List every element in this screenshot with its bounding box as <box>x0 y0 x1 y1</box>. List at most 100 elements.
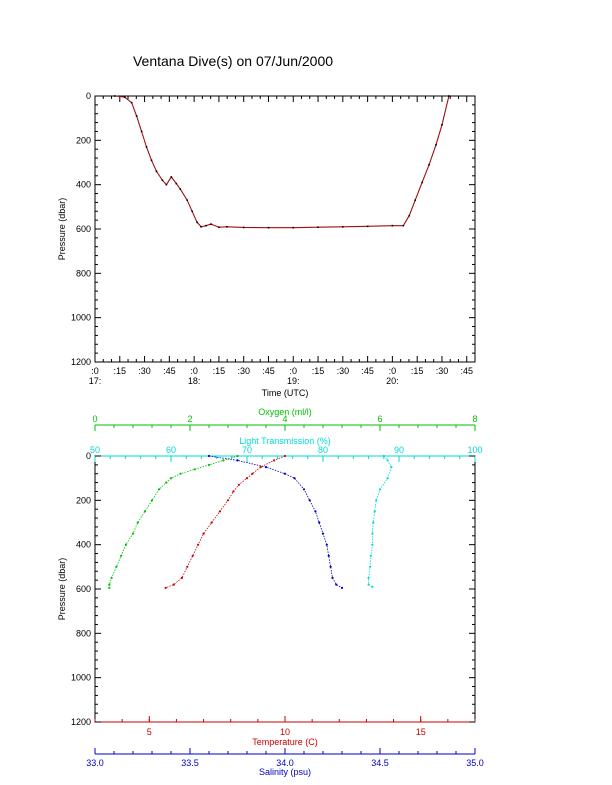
dive-profile-chart: Ventana Dive(s) on 07/Jun/2000 0 200 400 60… <box>57 53 476 398</box>
dive-profile-point <box>135 115 138 117</box>
oxygen-profile-point <box>169 477 173 480</box>
light-profile-point <box>386 477 389 480</box>
oxygen-tick-label: 8 <box>472 414 477 424</box>
salinity-profile-point <box>207 454 211 458</box>
salinity-profile-point <box>314 510 317 513</box>
x-tick-label: :30 <box>237 366 250 376</box>
temperature-tick-label: 15 <box>416 727 426 737</box>
light-tick-label: 80 <box>318 445 328 455</box>
x-tick-label: :45 <box>163 366 176 376</box>
y-tick-label: 1000 <box>71 673 91 683</box>
x-tick-label: :0 <box>290 366 298 376</box>
salinity-profile-line <box>208 455 343 589</box>
dive-profile-point <box>242 226 245 229</box>
light-profile-point <box>373 510 376 513</box>
oxygen-profile-point <box>207 463 211 466</box>
chart-title: Ventana Dive(s) on 07/Jun/2000 <box>133 53 333 69</box>
y-tick-label: 600 <box>76 224 91 234</box>
dive-profile-point <box>428 163 430 166</box>
oxygen-profile-point <box>150 499 154 502</box>
light-tick-label: 50 <box>90 445 100 455</box>
x-tick-label: :45 <box>262 366 275 376</box>
dive-profile-series <box>114 95 450 229</box>
x-tick-label: :15 <box>114 366 127 376</box>
y-tick-label: 0 <box>86 91 91 101</box>
salinity-profile-point <box>293 477 296 480</box>
salinity-profile-point <box>325 543 328 546</box>
x-tick-label: :45 <box>361 366 374 376</box>
y-tick-label: 600 <box>76 584 91 594</box>
oxygen-profile-point <box>193 468 196 471</box>
temperature-profile-point <box>210 521 213 524</box>
dive-profile-line <box>114 95 450 229</box>
oxygen-tick-label: 2 <box>187 414 192 424</box>
oxygen-profile-point <box>110 576 113 580</box>
dive-profile-point <box>150 159 153 162</box>
salinity-profile-point <box>302 488 306 491</box>
oxygen-profile-point <box>158 488 161 491</box>
temperature-profile-point <box>186 565 189 568</box>
temperature-axis-label: Temperature (C) <box>252 737 318 747</box>
light-profile-point <box>386 459 389 462</box>
temperature-profile-point <box>283 454 287 458</box>
light-profile-point <box>369 565 372 568</box>
salinity-axis-label: Salinity (psu) <box>259 767 311 777</box>
salinity-profile-point <box>329 565 332 568</box>
oxygen-profile-point <box>124 543 127 546</box>
dive-profile-point <box>170 176 173 178</box>
oxygen-profile-point <box>120 554 123 557</box>
salinity-tick-label: 33.0 <box>86 758 104 768</box>
dive-profile-point <box>155 170 158 173</box>
dive-profile-point <box>421 181 423 184</box>
temperature-profile-point <box>191 554 194 557</box>
y-tick-label: 1200 <box>71 357 91 367</box>
salinity-profile-point <box>318 521 321 524</box>
temperature-profile-point <box>245 477 249 480</box>
dive-profile-x-label: Time (UTC) <box>262 388 309 398</box>
x-tick-label: :30 <box>436 366 449 376</box>
temperature-tick-label: 5 <box>147 727 152 737</box>
temperature-profile-point <box>180 576 183 580</box>
y-tick-label: 400 <box>76 180 91 190</box>
salinity-profile-point <box>335 583 338 586</box>
x-hour-label: 19: <box>287 376 300 386</box>
x-hour-label: 17: <box>89 376 102 386</box>
light-profile-point <box>382 454 385 458</box>
x-tick-label: :15 <box>312 366 325 376</box>
light-profile-point <box>390 466 393 469</box>
dive-profile-point <box>210 223 212 225</box>
dive-profile-point <box>414 199 416 201</box>
oxygen-axis: 0 2 4 6 8 <box>92 414 478 431</box>
y-tick-label: 200 <box>76 495 91 505</box>
oxygen-profile-point <box>115 565 118 568</box>
salinity-profile-point <box>283 472 287 475</box>
temperature-profile-point <box>202 532 205 535</box>
ctd-y-label: Pressure (dbar) <box>57 558 67 621</box>
y-tick-label: 800 <box>76 628 91 638</box>
ctd-y-axis: 0 200 400 600 800 1000 1200 <box>71 451 475 727</box>
dive-profile-y-axis: 0 200 400 600 800 1000 1200 <box>71 91 475 367</box>
y-tick-label: 400 <box>76 540 91 550</box>
light-tick-label: 100 <box>467 445 482 455</box>
salinity-tick-label: 34.0 <box>276 758 294 768</box>
light-profile-point <box>369 554 372 557</box>
dive-profile-point <box>408 214 411 217</box>
dive-profile-point <box>130 101 133 104</box>
temperature-profile-point <box>197 543 200 546</box>
salinity-profile-point <box>264 466 268 469</box>
dive-profile-point <box>161 179 164 182</box>
temperature-profile-point <box>259 466 262 469</box>
salinity-tick-label: 35.0 <box>466 758 484 768</box>
oxygen-profile-point <box>143 510 146 513</box>
dive-profile-point <box>435 143 437 146</box>
dive-profile-point <box>114 95 116 97</box>
light-transmission-axis-label: Light Transmission (%) <box>239 436 331 446</box>
light-tick-label: 70 <box>242 445 252 455</box>
dive-profile-plot-frame <box>94 95 476 363</box>
oxygen-axis-label: Oxygen (ml/l) <box>258 407 312 417</box>
dive-profile-point <box>196 221 198 224</box>
x-hour-label: 18: <box>188 376 201 386</box>
x-tick-label: :45 <box>460 366 473 376</box>
salinity-profile-point <box>340 586 344 590</box>
